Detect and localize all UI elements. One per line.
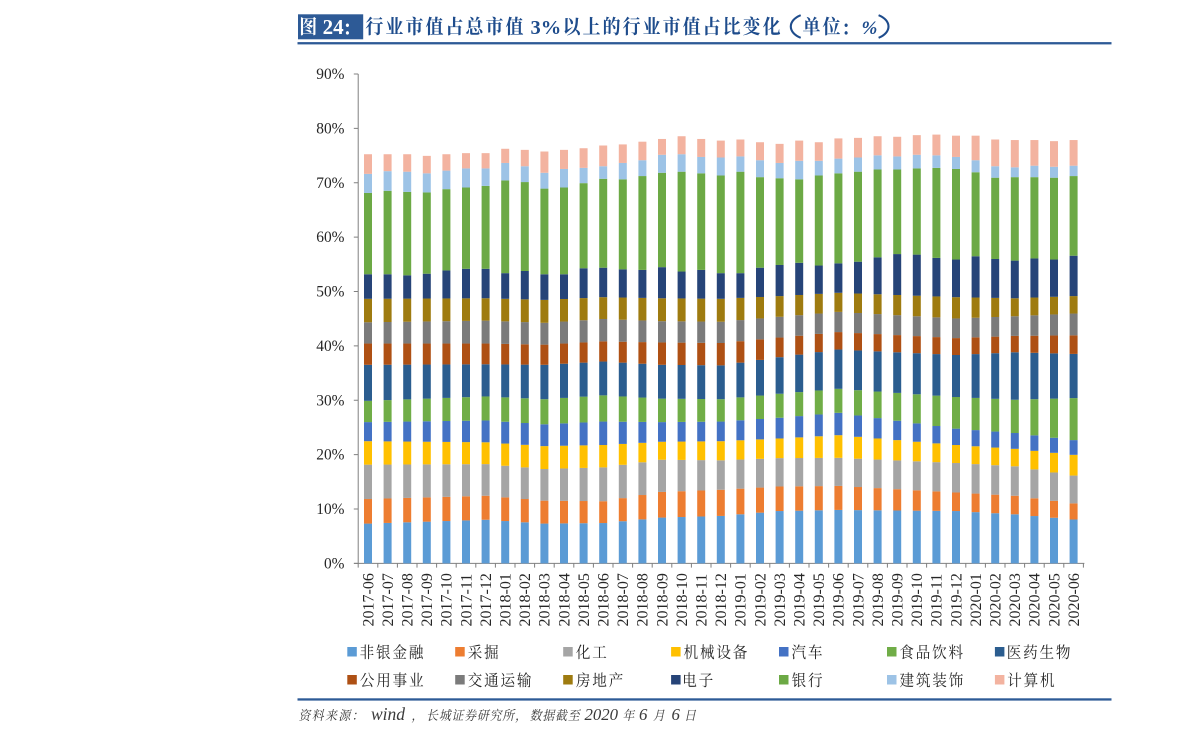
svg-text:10%: 10% [316, 501, 344, 518]
svg-text:2020-02: 2020-02 [988, 573, 1005, 626]
svg-text:2020-05: 2020-05 [1046, 573, 1063, 626]
svg-text:2018-09: 2018-09 [654, 573, 671, 626]
svg-text:2019-04: 2019-04 [792, 573, 809, 626]
svg-text:2019-10: 2019-10 [909, 573, 926, 626]
svg-text:2017-11: 2017-11 [458, 574, 475, 627]
svg-text:2018-05: 2018-05 [576, 573, 593, 626]
svg-text:90%: 90% [316, 66, 344, 83]
svg-text:2018-12: 2018-12 [713, 573, 730, 626]
svg-text:2019-02: 2019-02 [752, 573, 769, 626]
svg-text:50%: 50% [316, 284, 344, 301]
svg-text:2017-06: 2017-06 [360, 573, 377, 626]
svg-text:2018-07: 2018-07 [615, 573, 632, 626]
svg-text:2020-04: 2020-04 [1027, 573, 1044, 626]
svg-text:2019-12: 2019-12 [948, 573, 965, 626]
svg-text:20%: 20% [316, 447, 344, 464]
svg-text:6: 6 [639, 705, 648, 724]
svg-text:%: % [862, 18, 878, 39]
svg-text:80%: 80% [316, 121, 344, 138]
svg-text:2019-11: 2019-11 [929, 574, 946, 627]
svg-text:2018-11: 2018-11 [694, 574, 711, 627]
svg-text:2018-04: 2018-04 [556, 573, 573, 626]
svg-text:2020: 2020 [585, 705, 619, 724]
svg-text:wind: wind [371, 704, 405, 724]
svg-text:3%: 3% [531, 17, 562, 39]
svg-text:2017-08: 2017-08 [400, 573, 417, 626]
svg-text:6: 6 [672, 705, 681, 724]
svg-text:2019-09: 2019-09 [890, 573, 907, 626]
svg-text:2019-05: 2019-05 [811, 573, 828, 626]
svg-text:70%: 70% [316, 175, 344, 192]
svg-text:2017-12: 2017-12 [478, 573, 495, 626]
svg-text:24: 24 [323, 15, 345, 39]
svg-text:2020-03: 2020-03 [1007, 573, 1024, 626]
svg-text:40%: 40% [316, 338, 344, 355]
svg-text:2017-09: 2017-09 [419, 573, 436, 626]
svg-text:2019-01: 2019-01 [733, 573, 750, 626]
svg-text:2019-03: 2019-03 [772, 573, 789, 626]
svg-text:60%: 60% [316, 229, 344, 246]
svg-text:2020-01: 2020-01 [968, 573, 985, 626]
svg-text:2017-10: 2017-10 [439, 573, 456, 626]
svg-text:2018-06: 2018-06 [596, 573, 613, 626]
svg-text:2018-08: 2018-08 [635, 573, 652, 626]
svg-text:2018-03: 2018-03 [537, 573, 554, 626]
svg-text:2018-01: 2018-01 [498, 573, 515, 626]
svg-text:0%: 0% [324, 556, 345, 573]
svg-text:2019-07: 2019-07 [850, 573, 867, 626]
svg-text:2020-06: 2020-06 [1066, 573, 1083, 626]
svg-text:2017-07: 2017-07 [380, 573, 397, 626]
svg-text:2019-06: 2019-06 [831, 573, 848, 626]
svg-text:2019-08: 2019-08 [870, 573, 887, 626]
svg-text:2018-10: 2018-10 [674, 573, 691, 626]
svg-text:30%: 30% [316, 392, 344, 409]
svg-text:2018-02: 2018-02 [517, 573, 534, 626]
